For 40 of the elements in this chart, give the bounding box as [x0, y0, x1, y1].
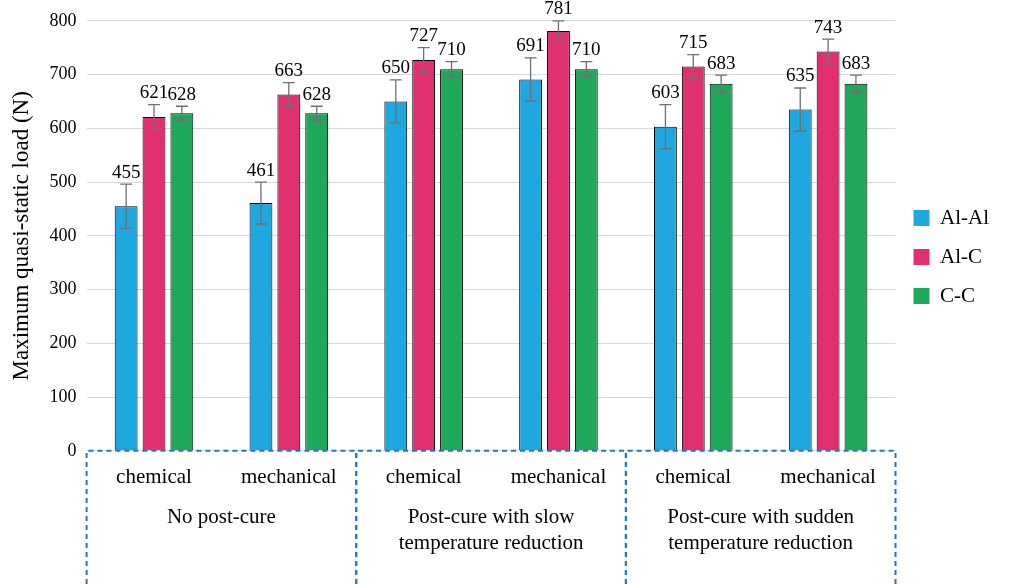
- data-label: 628: [167, 82, 197, 104]
- x-tick-label: mechanical: [780, 463, 877, 488]
- data-label: 691: [516, 34, 545, 56]
- data-label: 603: [651, 81, 680, 103]
- y-tick-label: 800: [49, 9, 77, 30]
- legend-label: C-C: [940, 282, 976, 307]
- text: Post-cure with sudden temperature reduction: [667, 503, 855, 554]
- text: No post-cure: [166, 503, 276, 528]
- y-tick-label: 700: [49, 63, 77, 84]
- x-tick-label: chemical: [385, 463, 462, 488]
- legend-label: Al-C: [940, 243, 983, 268]
- x-tick-label: chemical: [655, 463, 732, 488]
- y-tick-label: 500: [49, 170, 77, 191]
- legend-label: Al-Al: [940, 204, 990, 229]
- data-label: 628: [302, 82, 331, 104]
- data-label: 621: [139, 81, 169, 103]
- data-label: 635: [785, 64, 815, 86]
- x-tick-label: chemical: [116, 463, 193, 488]
- data-label: 650: [381, 56, 411, 78]
- data-label: 683: [841, 51, 871, 73]
- data-label: 683: [706, 51, 736, 73]
- data-label: 663: [274, 59, 304, 81]
- data-label: 743: [813, 15, 843, 37]
- data-label: 715: [679, 31, 708, 53]
- y-tick-label: 100: [49, 385, 77, 406]
- data-label: 710: [437, 38, 466, 60]
- data-label: 710: [572, 38, 601, 60]
- y-tick-label: 300: [49, 278, 77, 299]
- y-tick-label: 400: [49, 224, 77, 245]
- y-tick-label: 200: [49, 332, 77, 353]
- data-label: 461: [246, 158, 276, 180]
- y-axis-title: Maximum quasi-static load (N): [7, 91, 33, 381]
- y-tick-label: 600: [49, 117, 77, 138]
- y-tick-label: 0: [67, 439, 77, 460]
- data-label: 727: [409, 24, 438, 46]
- x-tick-label: mechanical: [510, 463, 607, 488]
- data-label: 781: [544, 0, 573, 19]
- text: Post-cure with slow temperature reduction: [398, 503, 584, 554]
- data-label: 455: [111, 160, 141, 182]
- x-tick-label: mechanical: [241, 463, 337, 488]
